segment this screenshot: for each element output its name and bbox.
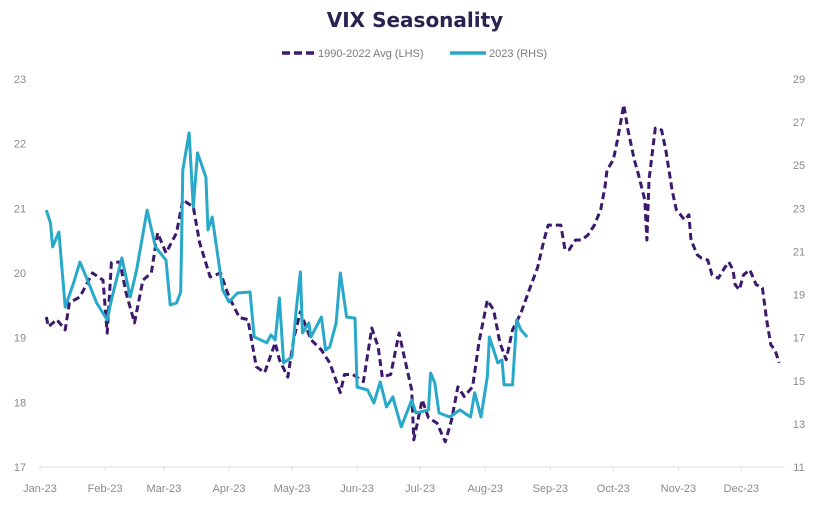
- x-tick-label: Sep-23: [533, 483, 568, 495]
- y-tick-left: 20: [14, 268, 26, 280]
- y-tick-right: 17: [793, 333, 805, 345]
- x-tick-label: Dec-23: [724, 483, 759, 495]
- x-tick-label: Jun-23: [340, 483, 374, 495]
- y-tick-left: 23: [14, 74, 26, 86]
- y-tick-right: 13: [793, 419, 805, 431]
- x-tick-label: Apr-23: [212, 483, 245, 495]
- legend-label-avg: 1990-2022 Avg (LHS): [318, 48, 424, 60]
- y-tick-left: 18: [14, 397, 26, 409]
- x-tick-label: Jul-23: [405, 483, 435, 495]
- x-tick-label: Feb-23: [88, 483, 123, 495]
- y-tick-right: 25: [793, 160, 805, 172]
- x-tick-label: Aug-23: [467, 483, 502, 495]
- y-tick-right: 27: [793, 117, 805, 129]
- y-tick-right: 29: [793, 74, 805, 86]
- y-tick-right: 19: [793, 290, 805, 302]
- y-tick-left: 19: [14, 333, 26, 345]
- y-tick-left: 17: [14, 462, 26, 474]
- x-tick-label: Nov-23: [661, 483, 696, 495]
- series-line-2023: [44, 131, 529, 429]
- y-tick-right: 23: [793, 203, 805, 215]
- y-tick-right: 11: [793, 462, 804, 474]
- y-tick-right: 15: [793, 376, 805, 388]
- y-tick-right: 21: [793, 246, 805, 258]
- y-tick-left: 22: [14, 139, 26, 151]
- x-tick-label: Mar-23: [146, 483, 181, 495]
- chart-title: VIX Seasonality: [327, 8, 503, 32]
- x-tick-label: May-23: [274, 483, 311, 495]
- y-tick-left: 21: [14, 203, 26, 215]
- legend-label-2023: 2023 (RHS): [489, 48, 547, 60]
- x-tick-label: Jan-23: [23, 483, 57, 495]
- legend: 1990-2022 Avg (LHS) 2023 (RHS): [282, 48, 547, 60]
- x-tick-label: Oct-23: [597, 483, 630, 495]
- series-line-1990-2022-avg: [44, 103, 781, 444]
